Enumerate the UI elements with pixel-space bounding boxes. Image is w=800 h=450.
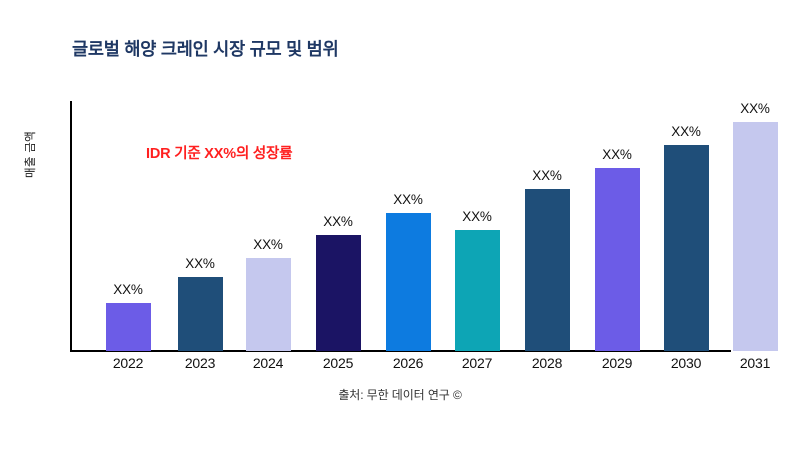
bar-2026: [385, 213, 431, 351]
bar-2031: [732, 122, 778, 351]
bar-2027: [454, 230, 500, 351]
x-tick-label-2023: 2023: [184, 355, 216, 371]
bar-value-label-2028: XX%: [532, 168, 562, 183]
source-note: 출처: 무한 데이터 연구 ©: [338, 388, 462, 402]
x-tick-label-2022: 2022: [112, 355, 144, 371]
x-tick-label-2024: 2024: [252, 355, 284, 371]
page-title: 글로벌 해양 크레인 시장 규모 및 범위: [72, 39, 339, 59]
bar-value-label-2031: XX%: [740, 101, 770, 116]
bar-value-label-2023: XX%: [185, 256, 215, 271]
x-tick-label-2031: 2031: [739, 355, 771, 371]
bar-value-label-2022: XX%: [113, 282, 143, 297]
bar-2025: [315, 235, 361, 351]
bar-2028: [524, 189, 570, 351]
x-tick-label-2030: 2030: [670, 355, 702, 371]
bar-value-label-2024: XX%: [253, 237, 283, 252]
bar-2030: [663, 145, 709, 351]
x-tick-label-2026: 2026: [392, 355, 424, 371]
x-tick-label-2029: 2029: [601, 355, 633, 371]
bar-value-label-2029: XX%: [602, 147, 632, 162]
bar-value-label-2030: XX%: [671, 124, 701, 139]
bar-value-label-2025: XX%: [323, 214, 353, 229]
bar-value-label-2027: XX%: [462, 209, 492, 224]
x-tick-label-2028: 2028: [531, 355, 563, 371]
bar-2023: [177, 277, 223, 351]
x-tick-label-2027: 2027: [461, 355, 493, 371]
bar-2022: [105, 303, 151, 351]
bar-2024: [245, 258, 291, 351]
x-tick-label-2025: 2025: [322, 355, 354, 371]
y-axis-line: [70, 101, 72, 351]
bar-value-label-2026: XX%: [393, 192, 423, 207]
growth-rate-annotation: IDR 기준 XX%의 성장률: [146, 146, 293, 162]
bar-2029: [594, 168, 640, 351]
